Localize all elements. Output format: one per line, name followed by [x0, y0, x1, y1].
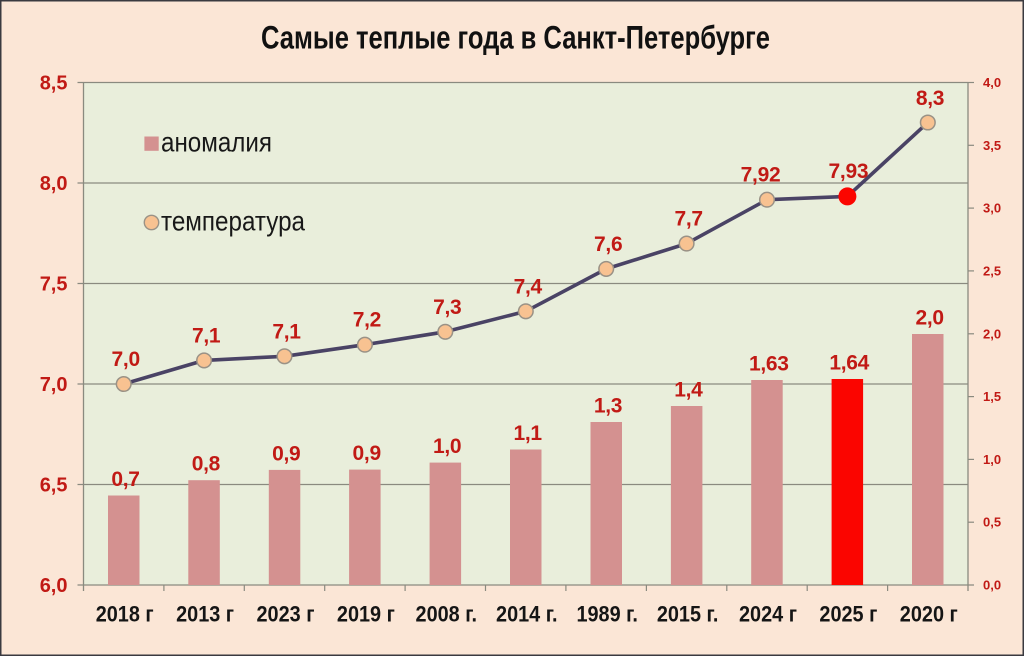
svg-text:3,0: 3,0 [983, 201, 1001, 216]
svg-text:0,0: 0,0 [983, 578, 1001, 593]
svg-text:0,5: 0,5 [983, 515, 1001, 530]
svg-text:1,0: 1,0 [433, 435, 461, 458]
svg-text:2025 г: 2025 г [819, 602, 877, 627]
svg-text:2024 г: 2024 г [739, 602, 797, 627]
svg-text:2014 г.: 2014 г. [496, 602, 558, 627]
svg-text:7,4: 7,4 [514, 275, 543, 298]
svg-text:3,5: 3,5 [983, 138, 1001, 153]
svg-text:7,0: 7,0 [112, 348, 140, 371]
svg-text:2,0: 2,0 [915, 307, 943, 330]
svg-text:Самые теплые года в Санкт-Пете: Самые теплые года в Санкт-Петербурге [261, 20, 770, 56]
svg-text:7,7: 7,7 [674, 208, 702, 231]
svg-text:1,4: 1,4 [674, 379, 703, 402]
svg-text:7,1: 7,1 [192, 324, 221, 347]
svg-text:2020 г: 2020 г [900, 602, 958, 627]
svg-text:0,7: 0,7 [111, 468, 139, 491]
svg-text:1,0: 1,0 [983, 452, 1001, 467]
svg-text:1,5: 1,5 [983, 389, 1001, 404]
svg-text:6,5: 6,5 [40, 475, 68, 497]
svg-text:2,5: 2,5 [983, 263, 1001, 278]
svg-text:7,2: 7,2 [353, 309, 381, 332]
svg-text:4,0: 4,0 [983, 75, 1001, 90]
svg-text:1,63: 1,63 [749, 353, 789, 376]
svg-text:8,0: 8,0 [40, 173, 68, 195]
svg-text:2018 г: 2018 г [96, 602, 154, 627]
svg-text:температура: температура [161, 206, 306, 237]
svg-text:1,3: 1,3 [594, 395, 622, 418]
svg-text:1,1: 1,1 [513, 422, 542, 445]
svg-text:0,9: 0,9 [353, 442, 381, 465]
svg-text:2013 г: 2013 г [176, 602, 234, 627]
svg-text:8,3: 8,3 [916, 87, 944, 110]
svg-text:7,93: 7,93 [829, 160, 869, 183]
svg-text:0,8: 0,8 [192, 453, 221, 476]
svg-text:7,1: 7,1 [272, 320, 301, 343]
svg-text:6,0: 6,0 [40, 575, 68, 597]
svg-text:7,92: 7,92 [741, 164, 781, 187]
svg-text:2,0: 2,0 [983, 326, 1001, 341]
svg-text:1,64: 1,64 [829, 352, 869, 375]
svg-text:2008 г.: 2008 г. [416, 602, 478, 627]
svg-text:2015 г.: 2015 г. [657, 602, 719, 627]
svg-text:2023 г: 2023 г [257, 602, 315, 627]
svg-text:2019 г: 2019 г [337, 602, 395, 627]
svg-text:1989 г.: 1989 г. [576, 602, 638, 627]
svg-text:7,5: 7,5 [40, 274, 68, 296]
svg-text:7,0: 7,0 [40, 374, 68, 396]
svg-text:0,9: 0,9 [272, 442, 300, 465]
svg-text:аномалия: аномалия [161, 127, 272, 158]
svg-text:7,6: 7,6 [594, 233, 622, 256]
svg-text:7,3: 7,3 [433, 296, 461, 319]
svg-text:8,5: 8,5 [40, 73, 68, 95]
